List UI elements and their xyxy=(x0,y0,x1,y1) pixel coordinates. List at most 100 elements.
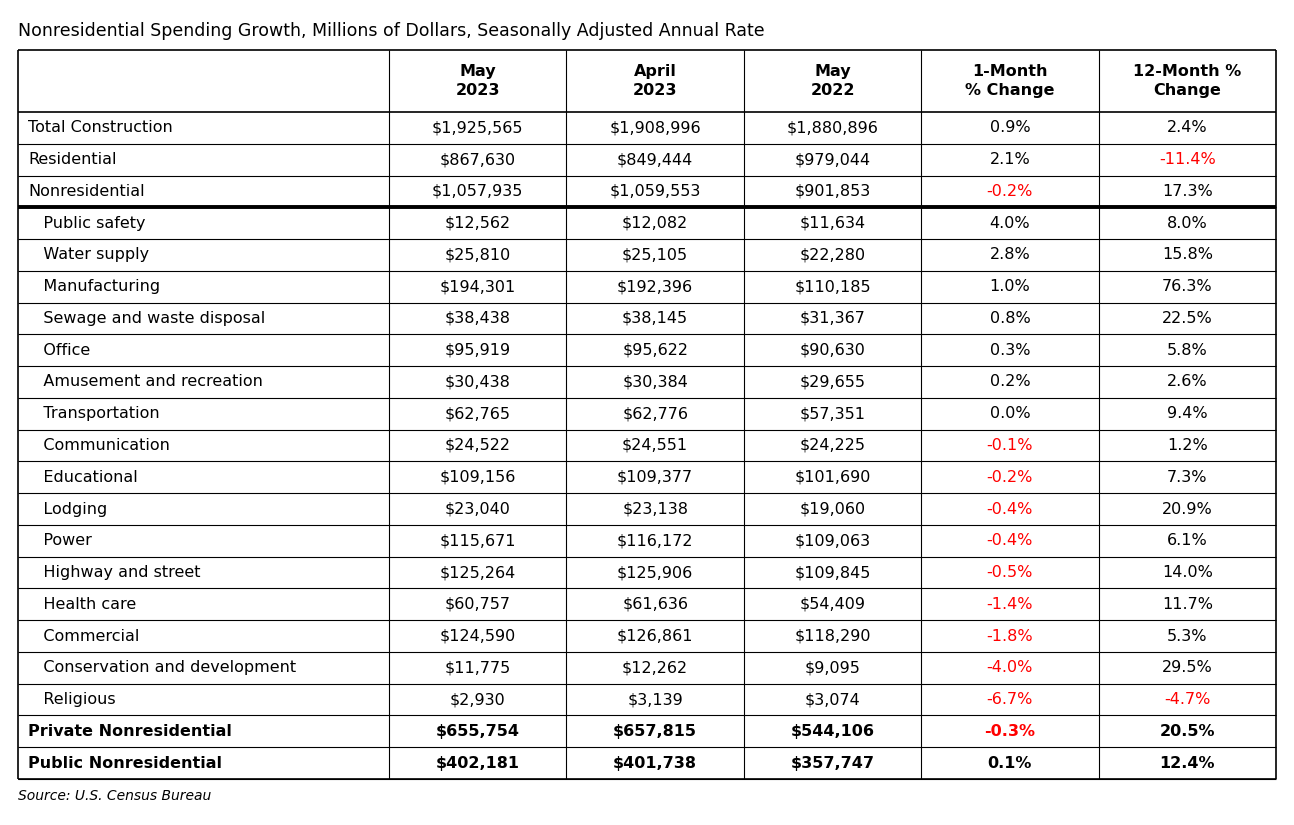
Text: $95,919: $95,919 xyxy=(445,342,511,358)
Text: Nonresidential: Nonresidential xyxy=(28,184,145,199)
Text: 2.1%: 2.1% xyxy=(990,152,1030,167)
Text: May
2023: May 2023 xyxy=(455,64,499,98)
Text: $402,181: $402,181 xyxy=(436,756,520,771)
Text: -0.5%: -0.5% xyxy=(987,565,1033,580)
Text: $109,377: $109,377 xyxy=(617,469,694,485)
Text: 2.4%: 2.4% xyxy=(1167,120,1207,135)
Text: 0.9%: 0.9% xyxy=(990,120,1030,135)
Text: 76.3%: 76.3% xyxy=(1162,279,1212,295)
Text: -4.0%: -4.0% xyxy=(987,660,1033,676)
Text: $867,630: $867,630 xyxy=(440,152,516,167)
Text: 0.3%: 0.3% xyxy=(990,342,1030,358)
Text: $23,138: $23,138 xyxy=(622,502,688,516)
Text: Commercial: Commercial xyxy=(28,629,140,644)
Text: Religious: Religious xyxy=(28,692,115,707)
Text: 11.7%: 11.7% xyxy=(1162,596,1212,612)
Text: Power: Power xyxy=(28,533,92,549)
Text: $57,351: $57,351 xyxy=(800,406,866,422)
Text: 0.8%: 0.8% xyxy=(990,311,1030,326)
Text: Transportation: Transportation xyxy=(28,406,159,422)
Text: 12-Month %
Change: 12-Month % Change xyxy=(1134,64,1241,98)
Text: $25,105: $25,105 xyxy=(622,248,688,262)
Text: $115,671: $115,671 xyxy=(440,533,516,549)
Text: Lodging: Lodging xyxy=(28,502,107,516)
Text: $116,172: $116,172 xyxy=(617,533,694,549)
Text: $109,063: $109,063 xyxy=(795,533,871,549)
Text: 0.0%: 0.0% xyxy=(990,406,1030,422)
Text: 5.3%: 5.3% xyxy=(1167,629,1207,644)
Text: $38,145: $38,145 xyxy=(622,311,688,326)
Text: Public safety: Public safety xyxy=(28,215,145,231)
Text: -6.7%: -6.7% xyxy=(987,692,1033,707)
Text: 20.9%: 20.9% xyxy=(1162,502,1212,516)
Text: $110,185: $110,185 xyxy=(795,279,871,295)
Text: 6.1%: 6.1% xyxy=(1167,533,1207,549)
Text: Residential: Residential xyxy=(28,152,116,167)
Text: 22.5%: 22.5% xyxy=(1162,311,1212,326)
Text: $12,082: $12,082 xyxy=(622,215,688,231)
Text: April
2023: April 2023 xyxy=(633,64,678,98)
Text: 1-Month
% Change: 1-Month % Change xyxy=(965,64,1055,98)
Text: $31,367: $31,367 xyxy=(800,311,866,326)
Text: Nonresidential Spending Growth, Millions of Dollars, Seasonally Adjusted Annual : Nonresidential Spending Growth, Millions… xyxy=(18,22,765,40)
Text: $1,057,935: $1,057,935 xyxy=(432,184,524,199)
Text: $1,908,996: $1,908,996 xyxy=(609,120,701,135)
Text: 1.0%: 1.0% xyxy=(990,279,1030,295)
Text: 2.8%: 2.8% xyxy=(990,248,1030,262)
Text: $54,409: $54,409 xyxy=(800,596,866,612)
Text: $12,562: $12,562 xyxy=(445,215,511,231)
Text: $125,906: $125,906 xyxy=(617,565,694,580)
Text: May
2022: May 2022 xyxy=(810,64,855,98)
Text: $3,074: $3,074 xyxy=(805,692,861,707)
Text: $22,280: $22,280 xyxy=(800,248,866,262)
Text: -4.7%: -4.7% xyxy=(1165,692,1210,707)
Text: $11,634: $11,634 xyxy=(800,215,866,231)
Text: Manufacturing: Manufacturing xyxy=(28,279,160,295)
Text: $192,396: $192,396 xyxy=(617,279,694,295)
Text: 2.6%: 2.6% xyxy=(1167,375,1207,389)
Text: $29,655: $29,655 xyxy=(800,375,866,389)
Text: 20.5%: 20.5% xyxy=(1159,724,1215,739)
Text: $657,815: $657,815 xyxy=(613,724,697,739)
Text: $38,438: $38,438 xyxy=(445,311,511,326)
Text: 7.3%: 7.3% xyxy=(1167,469,1207,485)
Text: 1.2%: 1.2% xyxy=(1167,438,1207,453)
Text: $1,059,553: $1,059,553 xyxy=(609,184,701,199)
Text: $126,861: $126,861 xyxy=(617,629,694,644)
Text: Communication: Communication xyxy=(28,438,170,453)
Text: -0.4%: -0.4% xyxy=(987,533,1033,549)
Text: 29.5%: 29.5% xyxy=(1162,660,1212,676)
Text: Health care: Health care xyxy=(28,596,136,612)
Text: $30,384: $30,384 xyxy=(622,375,688,389)
Text: $24,522: $24,522 xyxy=(445,438,511,453)
Text: $62,776: $62,776 xyxy=(622,406,688,422)
Text: Conservation and development: Conservation and development xyxy=(28,660,296,676)
Text: Water supply: Water supply xyxy=(28,248,149,262)
Text: -1.4%: -1.4% xyxy=(987,596,1033,612)
Text: 12.4%: 12.4% xyxy=(1159,756,1215,771)
Text: $101,690: $101,690 xyxy=(795,469,871,485)
Text: $1,925,565: $1,925,565 xyxy=(432,120,524,135)
Text: $95,622: $95,622 xyxy=(622,342,688,358)
Text: $979,044: $979,044 xyxy=(795,152,871,167)
Text: -0.2%: -0.2% xyxy=(987,184,1033,199)
Text: Educational: Educational xyxy=(28,469,137,485)
Text: 0.1%: 0.1% xyxy=(987,756,1033,771)
Text: Source: U.S. Census Bureau: Source: U.S. Census Bureau xyxy=(18,789,211,803)
Text: $24,551: $24,551 xyxy=(622,438,688,453)
Text: Amusement and recreation: Amusement and recreation xyxy=(28,375,263,389)
Text: $118,290: $118,290 xyxy=(795,629,871,644)
Text: $655,754: $655,754 xyxy=(436,724,520,739)
Text: Highway and street: Highway and street xyxy=(28,565,201,580)
Text: -11.4%: -11.4% xyxy=(1159,152,1215,167)
Text: $60,757: $60,757 xyxy=(445,596,511,612)
Text: 4.0%: 4.0% xyxy=(990,215,1030,231)
Text: Private Nonresidential: Private Nonresidential xyxy=(28,724,232,739)
Text: $1,880,896: $1,880,896 xyxy=(787,120,879,135)
Text: $125,264: $125,264 xyxy=(440,565,516,580)
Text: $901,853: $901,853 xyxy=(795,184,871,199)
Text: $849,444: $849,444 xyxy=(617,152,694,167)
Text: $109,845: $109,845 xyxy=(795,565,871,580)
Text: $90,630: $90,630 xyxy=(800,342,866,358)
Text: $2,930: $2,930 xyxy=(450,692,506,707)
